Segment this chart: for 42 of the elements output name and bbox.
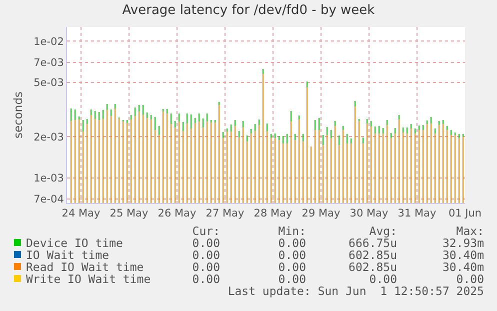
x-tick-label: 30 May bbox=[350, 208, 388, 220]
legend-label: Write IO Wait time bbox=[26, 272, 151, 286]
legend-label: Device IO time bbox=[26, 236, 123, 250]
text: Cur: bbox=[191, 224, 220, 238]
text: 30.40m bbox=[442, 248, 484, 262]
text: 0.00 bbox=[278, 260, 306, 274]
text: Min: bbox=[278, 224, 306, 238]
x-tick-label: 29 May bbox=[302, 208, 340, 220]
text: 0.00 bbox=[192, 236, 220, 250]
text: 0.00 bbox=[192, 260, 220, 274]
text: 666.75u bbox=[348, 236, 397, 250]
text: 30.40m bbox=[442, 260, 484, 274]
y-tick-label: 5e-03 bbox=[34, 77, 64, 90]
text: 0.00 bbox=[278, 248, 306, 262]
legend-label: IO Wait time bbox=[26, 248, 110, 262]
x-tick-label: 26 May bbox=[158, 208, 196, 220]
text: Avg: bbox=[369, 224, 397, 238]
text: Max: bbox=[456, 224, 484, 238]
text: 602.85u bbox=[348, 248, 397, 262]
y-tick-label: 2e-03 bbox=[34, 131, 64, 144]
text: 0.00 bbox=[278, 236, 306, 250]
x-tick-label: 25 May bbox=[110, 208, 148, 220]
text: 32.93m bbox=[442, 236, 484, 250]
text: 0.00 bbox=[456, 272, 484, 286]
y-tick-label: 1e-02 bbox=[34, 36, 64, 48]
x-tick-label: 27 May bbox=[206, 208, 244, 220]
text: 0.00 bbox=[192, 272, 220, 286]
y-tick-label: 7e-04 bbox=[34, 194, 64, 206]
y-tick-label: 7e-03 bbox=[34, 57, 64, 70]
x-tick-label: 01 Jun bbox=[448, 208, 482, 220]
x-tick-label: 31 May bbox=[398, 208, 436, 220]
legend-label: Read IO Wait time bbox=[26, 260, 144, 274]
text: 0.00 bbox=[192, 248, 220, 262]
text: 0.00 bbox=[278, 272, 306, 286]
text: 602.85u bbox=[348, 260, 397, 274]
text: Last update: Sun Jun 1 12:50:57 2025 bbox=[228, 284, 484, 298]
text: 0.00 bbox=[369, 272, 397, 286]
y-axis-title: seconds bbox=[11, 91, 26, 139]
x-tick-label: 24 May bbox=[62, 208, 100, 220]
y-tick-label: 1e-03 bbox=[34, 172, 64, 185]
x-tick-label: 28 May bbox=[254, 208, 292, 220]
chart-title: Average latency for /dev/fd0 - by week bbox=[122, 2, 376, 18]
